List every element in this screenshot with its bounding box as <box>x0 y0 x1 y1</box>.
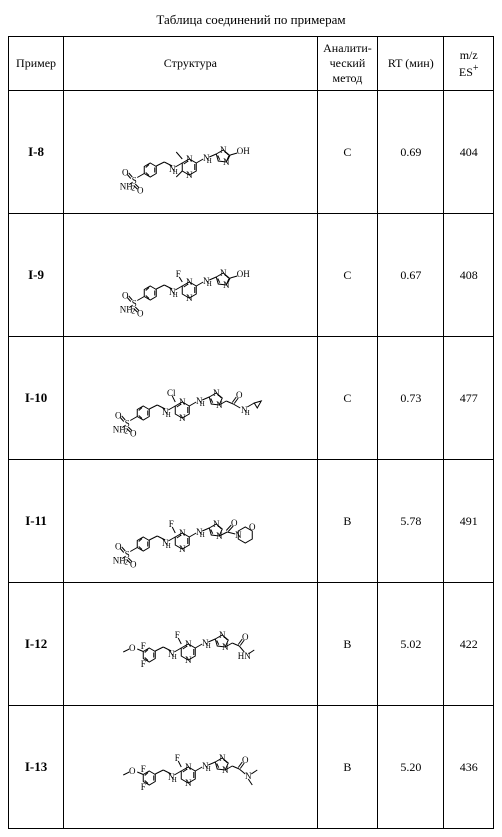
table-row: I-13 B5.20436 <box>9 706 494 829</box>
table-row: I-8 C0.69404 <box>9 91 494 214</box>
cell-structure <box>64 337 318 460</box>
cell-mz: 422 <box>444 583 494 706</box>
cell-mz: 408 <box>444 214 494 337</box>
cell-rt: 5.20 <box>378 706 444 829</box>
cell-method: C <box>317 91 378 214</box>
header-row: Пример Структура Аналити-ческий метод RT… <box>9 37 494 91</box>
cell-example: I-10 <box>9 337 64 460</box>
structure-svg <box>66 341 315 451</box>
header-mz: m/z ES+ <box>444 37 494 91</box>
cell-example: I-8 <box>9 91 64 214</box>
cell-mz: 491 <box>444 460 494 583</box>
header-example: Пример <box>9 37 64 91</box>
cell-structure <box>64 214 318 337</box>
cell-structure <box>64 583 318 706</box>
cell-example: I-13 <box>9 706 64 829</box>
cell-example: I-12 <box>9 583 64 706</box>
header-rt: RT (мин) <box>378 37 444 91</box>
cell-mz: 436 <box>444 706 494 829</box>
table-row: I-11 B5.78491 <box>9 460 494 583</box>
cell-method: C <box>317 337 378 460</box>
table-title: Таблица соединений по примерам <box>8 12 494 28</box>
compound-table: Пример Структура Аналити-ческий метод RT… <box>8 36 494 829</box>
cell-structure <box>64 706 318 829</box>
cell-rt: 0.69 <box>378 91 444 214</box>
cell-rt: 0.73 <box>378 337 444 460</box>
table-row: I-10 C0.73477 <box>9 337 494 460</box>
structure-svg <box>66 464 315 574</box>
cell-structure <box>64 460 318 583</box>
cell-mz: 404 <box>444 91 494 214</box>
table-row: I-12 B5.02422 <box>9 583 494 706</box>
cell-rt: 5.78 <box>378 460 444 583</box>
cell-method: C <box>317 214 378 337</box>
cell-structure <box>64 91 318 214</box>
cell-example: I-11 <box>9 460 64 583</box>
header-structure: Структура <box>64 37 318 91</box>
structure-svg <box>66 218 315 328</box>
cell-rt: 0.67 <box>378 214 444 337</box>
cell-mz: 477 <box>444 337 494 460</box>
cell-method: B <box>317 583 378 706</box>
cell-method: B <box>317 460 378 583</box>
structure-svg <box>66 710 315 820</box>
cell-method: B <box>317 706 378 829</box>
header-method: Аналити-ческий метод <box>317 37 378 91</box>
cell-rt: 5.02 <box>378 583 444 706</box>
structure-svg <box>66 95 315 205</box>
structure-svg <box>66 587 315 697</box>
table-row: I-9 C0.67408 <box>9 214 494 337</box>
cell-example: I-9 <box>9 214 64 337</box>
